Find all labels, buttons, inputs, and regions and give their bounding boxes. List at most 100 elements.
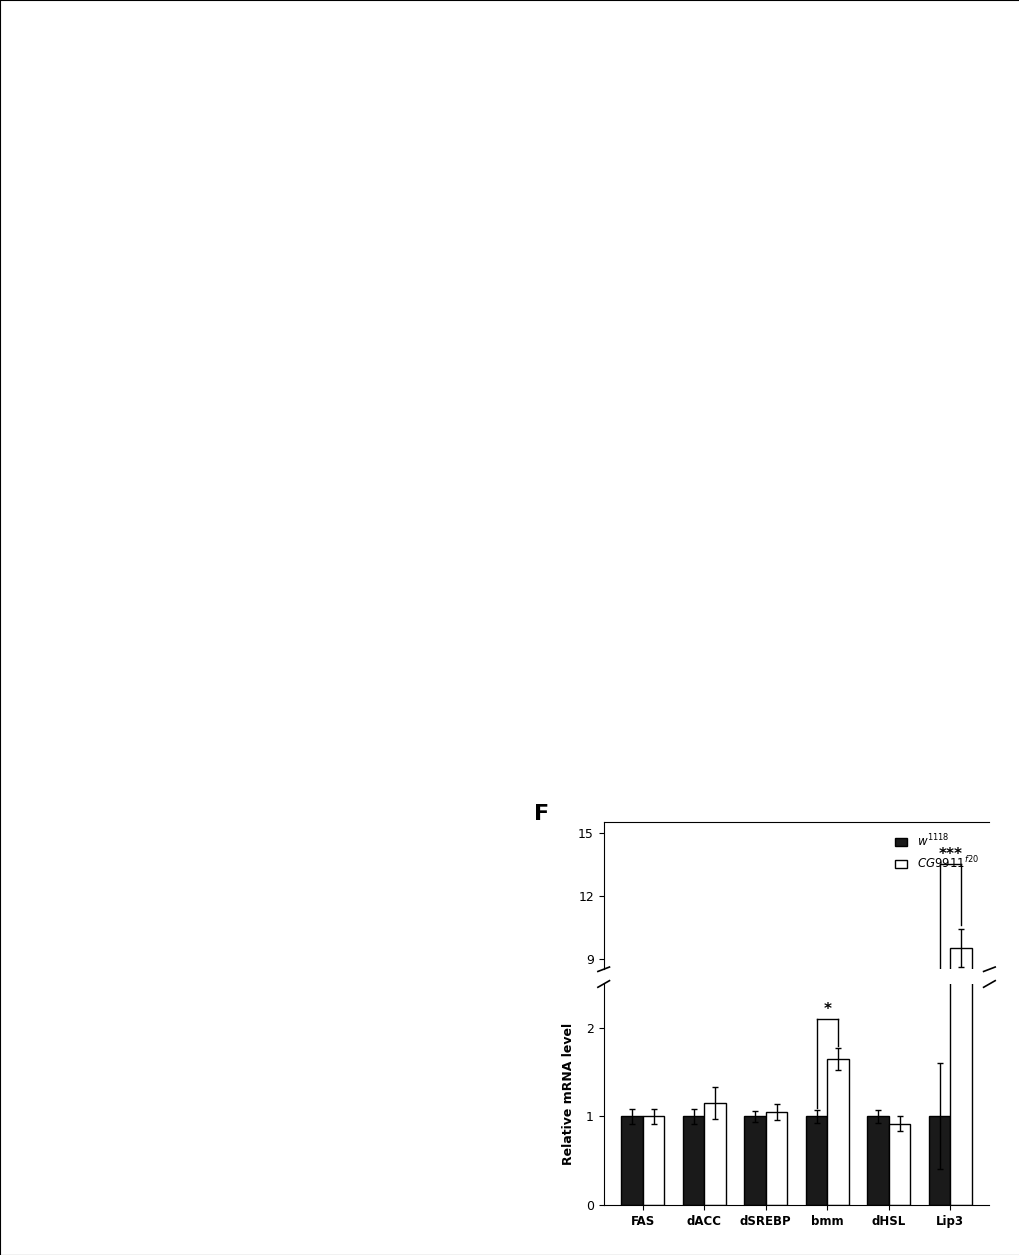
- Bar: [950, 365, 971, 1205]
- Circle shape: [382, 645, 408, 670]
- Circle shape: [108, 697, 149, 735]
- Circle shape: [327, 521, 339, 533]
- Circle shape: [184, 643, 194, 650]
- Circle shape: [110, 622, 120, 631]
- Bar: [367, 218, 439, 383]
- Circle shape: [367, 443, 386, 462]
- Circle shape: [330, 516, 345, 530]
- Circle shape: [146, 740, 156, 750]
- Circle shape: [173, 511, 238, 572]
- Circle shape: [122, 712, 161, 748]
- Circle shape: [129, 638, 141, 649]
- Circle shape: [342, 453, 357, 468]
- Circle shape: [396, 690, 411, 703]
- Circle shape: [86, 742, 97, 753]
- Circle shape: [170, 692, 207, 727]
- Circle shape: [186, 719, 205, 737]
- Circle shape: [77, 715, 124, 759]
- Circle shape: [197, 507, 216, 526]
- Text: (62): (62): [389, 296, 417, 310]
- Circle shape: [214, 707, 223, 717]
- Bar: [621, 1127, 642, 1148]
- Circle shape: [226, 714, 261, 748]
- Circle shape: [139, 717, 149, 727]
- Circle shape: [135, 496, 148, 508]
- Circle shape: [280, 560, 298, 577]
- Circle shape: [342, 747, 369, 772]
- Circle shape: [383, 553, 441, 607]
- Circle shape: [407, 648, 424, 664]
- Circle shape: [324, 695, 333, 703]
- Circle shape: [427, 558, 450, 580]
- Circle shape: [312, 643, 329, 659]
- Circle shape: [286, 464, 302, 478]
- Circle shape: [436, 724, 451, 739]
- Circle shape: [290, 749, 308, 766]
- Circle shape: [394, 633, 412, 650]
- Circle shape: [425, 749, 439, 763]
- Circle shape: [141, 756, 149, 763]
- Circle shape: [131, 555, 145, 569]
- Circle shape: [142, 690, 181, 727]
- Circle shape: [367, 555, 383, 570]
- Circle shape: [149, 513, 165, 530]
- Circle shape: [199, 506, 211, 517]
- Bar: [703, 1103, 726, 1205]
- Circle shape: [139, 624, 149, 634]
- Circle shape: [206, 456, 258, 503]
- Bar: [928, 1117, 950, 1205]
- Circle shape: [212, 708, 247, 739]
- Circle shape: [343, 422, 409, 483]
- Circle shape: [161, 744, 168, 750]
- Circle shape: [111, 452, 125, 464]
- Circle shape: [357, 695, 368, 707]
- Circle shape: [259, 541, 319, 597]
- Circle shape: [141, 626, 178, 661]
- Bar: [642, 1117, 663, 1205]
- Circle shape: [290, 676, 318, 704]
- Circle shape: [106, 713, 142, 748]
- Bar: [805, 1127, 826, 1148]
- Circle shape: [358, 708, 380, 729]
- Circle shape: [433, 640, 447, 653]
- Circle shape: [381, 725, 388, 733]
- Legend: $w^{1118}$, $CG9911^{f20}$: $w^{1118}$, $CG9911^{f20}$: [890, 828, 982, 876]
- Circle shape: [171, 655, 191, 673]
- Circle shape: [277, 663, 286, 670]
- Circle shape: [147, 631, 191, 673]
- Text: A: A: [0, 18, 11, 38]
- Circle shape: [352, 756, 360, 763]
- Circle shape: [415, 484, 452, 520]
- Circle shape: [312, 675, 339, 700]
- Circle shape: [400, 454, 409, 462]
- Circle shape: [322, 552, 347, 576]
- Circle shape: [204, 729, 221, 745]
- Circle shape: [238, 717, 253, 730]
- Circle shape: [351, 700, 360, 709]
- Bar: [643, 528, 820, 784]
- Circle shape: [156, 659, 164, 666]
- Circle shape: [315, 491, 356, 530]
- Circle shape: [174, 742, 189, 756]
- Circle shape: [279, 717, 297, 733]
- Circle shape: [83, 506, 106, 527]
- Circle shape: [238, 727, 249, 737]
- Circle shape: [155, 474, 217, 533]
- Bar: [765, 1112, 787, 1205]
- Circle shape: [340, 661, 352, 671]
- Circle shape: [154, 639, 165, 649]
- Circle shape: [102, 745, 120, 762]
- Circle shape: [341, 702, 348, 709]
- Circle shape: [269, 448, 319, 494]
- Circle shape: [296, 690, 313, 707]
- Circle shape: [277, 649, 285, 656]
- Circle shape: [135, 730, 168, 762]
- Circle shape: [410, 685, 421, 695]
- Text: *: *: [822, 1001, 830, 1017]
- Circle shape: [160, 482, 176, 497]
- Circle shape: [384, 483, 396, 494]
- Bar: [111, 965, 288, 1205]
- Circle shape: [366, 715, 372, 722]
- Text: BODIPY  DAPI: BODIPY DAPI: [272, 425, 352, 435]
- Circle shape: [334, 501, 352, 517]
